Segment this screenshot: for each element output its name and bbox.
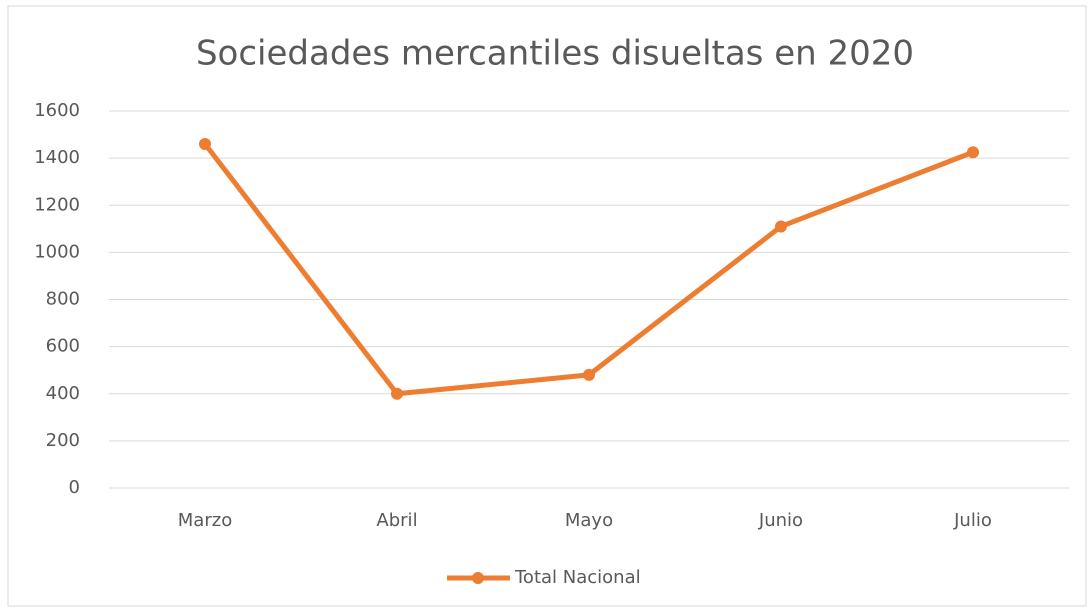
y-tick-label: 0	[69, 477, 80, 498]
x-tick-label: Marzo	[178, 510, 232, 531]
marker	[967, 146, 979, 159]
chart-title: Sociedades mercantiles disueltas en 2020	[196, 34, 914, 74]
y-tick-label: 600	[46, 336, 80, 357]
y-tick-label: 1400	[34, 147, 80, 168]
x-tick-label: Junio	[758, 510, 803, 531]
marker	[583, 368, 595, 381]
legend-label: Total Nacional	[514, 567, 641, 588]
x-tick-label: Abril	[376, 510, 417, 531]
marker	[391, 387, 403, 400]
y-tick-label: 1200	[34, 194, 80, 215]
legend-marker	[472, 572, 484, 584]
y-tick-label: 800	[46, 289, 80, 310]
y-tick-label: 1600	[34, 100, 80, 121]
marker	[775, 220, 787, 233]
chart-border	[7, 5, 1087, 607]
y-tick-label: 200	[46, 430, 80, 451]
x-tick-label: Mayo	[565, 510, 613, 531]
x-tick-label: Julio	[953, 510, 992, 531]
marker	[199, 137, 211, 150]
y-tick-label: 400	[46, 383, 80, 404]
y-tick-label: 1000	[34, 241, 80, 262]
